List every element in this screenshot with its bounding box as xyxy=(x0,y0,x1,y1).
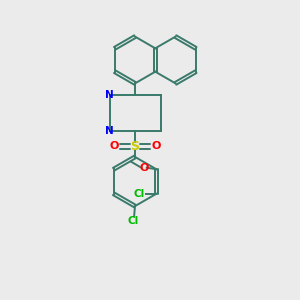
Text: Cl: Cl xyxy=(128,215,139,226)
Text: N: N xyxy=(105,126,114,136)
Text: O: O xyxy=(109,141,118,152)
Text: N: N xyxy=(105,90,114,100)
Text: Cl: Cl xyxy=(134,189,145,199)
Text: O: O xyxy=(152,141,161,152)
Text: S: S xyxy=(130,140,140,153)
Text: O: O xyxy=(139,163,148,173)
